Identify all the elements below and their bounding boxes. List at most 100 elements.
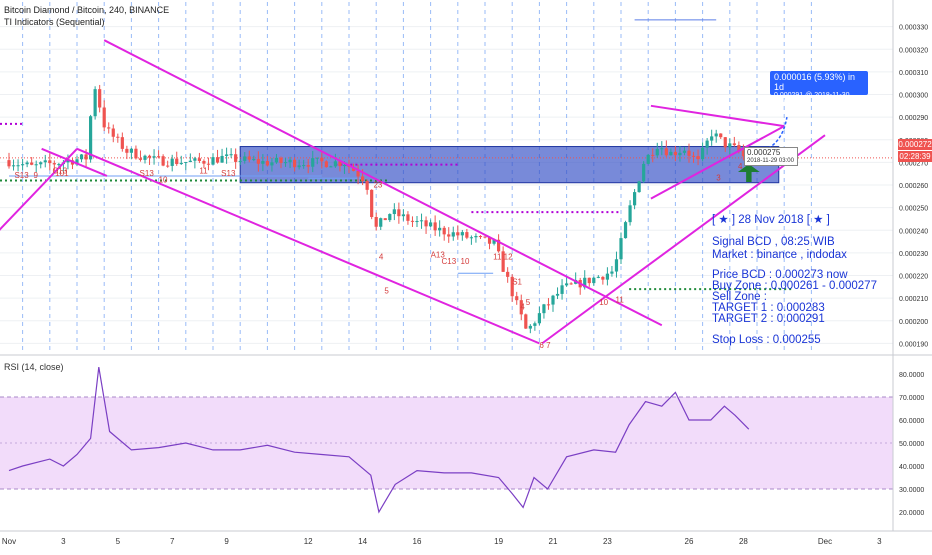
x-tick-label: 3	[61, 537, 66, 546]
rsi-line	[8, 367, 750, 514]
candle-body	[465, 232, 469, 238]
candle-body	[297, 165, 301, 168]
candle-body	[197, 158, 201, 161]
sequential-label: 11 12	[493, 253, 513, 262]
candle-body	[320, 157, 324, 162]
y-tick-label: 0.000300	[899, 93, 928, 100]
indicator-label: TI Indicators (Sequential)	[4, 17, 105, 27]
candle-body	[324, 161, 328, 168]
candle-body	[147, 155, 152, 158]
candle-body	[696, 156, 700, 160]
candle-body	[401, 214, 405, 217]
candle-body	[410, 220, 415, 222]
y-tick-label: 0.000190	[899, 341, 928, 348]
candle-body	[270, 162, 274, 166]
candle-body	[379, 218, 383, 227]
candle-body	[460, 232, 464, 236]
bubble-time: 2018-11-29 03:00	[747, 158, 794, 164]
candle-body	[365, 180, 369, 190]
candle-body	[138, 158, 143, 160]
candle-body	[565, 283, 569, 286]
candle-body	[519, 300, 523, 315]
candle-body	[79, 154, 84, 160]
candle-body	[338, 161, 342, 167]
sequential-label: 10	[461, 257, 470, 266]
candle-body	[619, 238, 623, 260]
note-date: [ ★ ] 28 Nov 2018 [ ★ ]	[712, 214, 830, 226]
candle-body	[714, 133, 718, 137]
rising-support-trendline	[541, 134, 826, 345]
chart-title: Bitcoin Diamond / Bitcoin, 240, BINANCE	[4, 5, 170, 15]
candle-body	[161, 156, 165, 166]
candle-body	[555, 293, 560, 296]
sequential-label: 3	[716, 173, 721, 182]
candle-body	[633, 192, 637, 206]
sequential-label: 11	[616, 296, 625, 305]
candle-body	[701, 147, 705, 160]
candle-body	[206, 163, 211, 165]
sequential-label: 5	[384, 287, 389, 296]
sequential-label: S13	[140, 169, 155, 178]
note-sell-zone: Sell Zone :	[712, 291, 767, 303]
candle-body	[710, 136, 714, 141]
candle-body	[705, 140, 709, 148]
candle-body	[179, 162, 183, 165]
sequential-label: 10	[159, 176, 168, 185]
candle-body	[252, 159, 256, 161]
candle-body	[256, 159, 260, 164]
candle-body	[433, 222, 437, 231]
candle-body	[501, 251, 505, 272]
candle-body	[406, 214, 410, 221]
candle-body	[560, 285, 564, 294]
candle-body	[660, 148, 664, 150]
candle-body	[723, 137, 727, 148]
candle-body	[302, 165, 306, 167]
candle-body	[601, 276, 605, 280]
candle-body	[120, 137, 124, 149]
candle-body	[25, 162, 29, 165]
candle-body	[651, 154, 655, 156]
candle-body	[383, 218, 387, 221]
rsi-tick-label: 30.0000	[899, 487, 924, 494]
candle-body	[524, 314, 528, 329]
candle-body	[397, 209, 401, 217]
candle-body	[388, 214, 392, 221]
x-tick-label: 28	[739, 537, 748, 546]
candle-body	[184, 161, 188, 163]
sequential-label: 5	[526, 298, 531, 307]
candle-body	[261, 161, 265, 164]
projection-popup: 0.000016 (5.93%) in 1d 0.000291 @ 2018-1…	[770, 71, 868, 106]
candle-body	[528, 325, 532, 329]
note-target-2: TARGET 2 : 0.000291	[712, 313, 825, 325]
x-tick-label: 7	[170, 537, 175, 546]
candle-body	[315, 157, 319, 159]
candle-body	[442, 227, 446, 235]
candle-body	[202, 160, 206, 164]
y-tick-label: 0.000330	[899, 25, 928, 32]
candle-body	[682, 150, 687, 153]
candle-body	[732, 143, 736, 146]
candle-body	[274, 157, 279, 163]
y-tick-label: 0.000250	[899, 206, 928, 213]
last-price-tag: 0.000272	[898, 139, 932, 150]
x-tick-label: 14	[358, 537, 367, 546]
candle-body	[419, 220, 424, 222]
triangle-upper-trendline	[650, 104, 785, 128]
candle-body	[215, 157, 220, 163]
candle-body	[487, 237, 492, 244]
candle-body	[614, 259, 619, 272]
x-tick-label: 12	[304, 537, 313, 546]
candle-body	[506, 271, 510, 277]
sequential-label: C13	[53, 167, 68, 176]
projection-path	[754, 116, 788, 155]
rsi-tick-label: 40.0000	[899, 464, 924, 471]
candle-body	[283, 162, 288, 164]
x-tick-label: 21	[549, 537, 558, 546]
x-tick-label: Nov	[2, 537, 16, 546]
candle-body	[374, 217, 378, 227]
candle-body	[623, 222, 628, 239]
candle-body	[333, 161, 337, 167]
candle-body	[329, 166, 333, 168]
candle-body	[669, 151, 673, 156]
x-tick-label: 19	[494, 537, 503, 546]
